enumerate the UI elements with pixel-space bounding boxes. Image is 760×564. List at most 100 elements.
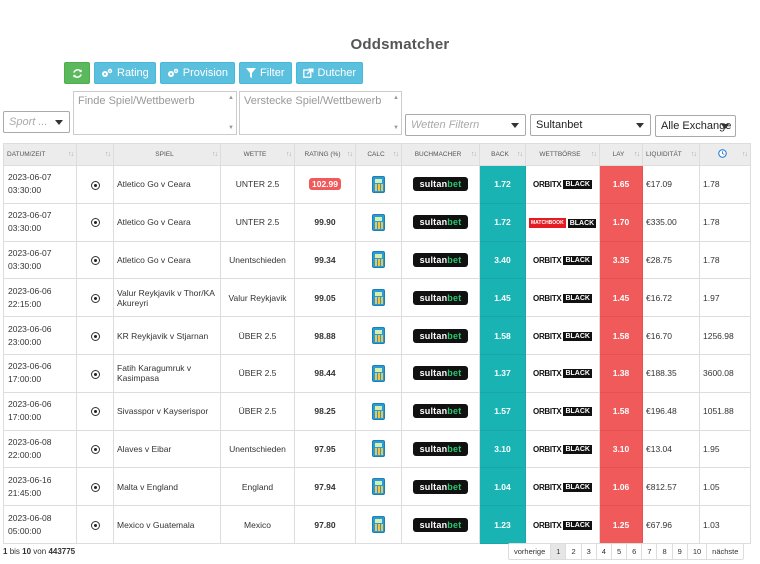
sort-icon[interactable]: ↑↓ — [517, 151, 523, 158]
calculator-icon[interactable] — [372, 478, 385, 496]
back-odds-cell[interactable]: 1.37 — [479, 353, 526, 393]
lay-odds-cell[interactable]: 1.45 — [599, 278, 643, 318]
bets-filter-select[interactable]: Wetten Filtern — [405, 114, 526, 136]
exchange-select[interactable]: Alle Exchange — [655, 115, 736, 137]
sultanbet-logo: sultanbet — [412, 441, 469, 456]
sort-icon[interactable]: ↑↓ — [591, 151, 597, 158]
back-odds-cell[interactable]: 3.10 — [479, 429, 526, 469]
calculator-icon[interactable] — [372, 327, 385, 345]
prev-page-button[interactable]: vorherige — [509, 544, 552, 559]
lay-odds-cell[interactable]: 1.65 — [599, 165, 643, 204]
col-rating-header[interactable]: RATING (%) ↑↓ — [294, 143, 356, 166]
page-button-2[interactable]: 2 — [566, 544, 582, 559]
back-odds-cell[interactable]: 3.40 — [479, 240, 526, 280]
lay-odds-cell[interactable]: 1.58 — [599, 391, 643, 431]
find-match-input[interactable]: Finde Spiel/Wettbewerb ▲ ▼ — [73, 91, 237, 135]
back-odds-cell[interactable]: 1.04 — [479, 467, 526, 507]
table-row[interactable]: 2023-06-07 03:30:00 Atletico Go v Ceara UNT… — [3, 165, 751, 204]
col-bet-header[interactable]: WETTE ↑↓ — [220, 143, 295, 166]
sort-icon[interactable]: ↑↓ — [471, 151, 477, 158]
bet-cell: Unentschieden — [220, 429, 295, 469]
page-button-1[interactable]: 1 — [551, 544, 567, 559]
col-sport-header[interactable]: ↑↓ — [76, 143, 114, 166]
scroll-down-icon[interactable]: ▼ — [228, 125, 234, 131]
lay-odds-cell[interactable]: 1.06 — [599, 467, 643, 507]
logo-part: sultan — [419, 368, 448, 379]
back-odds-cell[interactable]: 1.23 — [479, 505, 526, 544]
lay-odds-cell[interactable]: 3.10 — [599, 429, 643, 469]
col-calc-header[interactable]: CALC ↑↓ — [355, 143, 402, 166]
sort-icon[interactable]: ↑↓ — [634, 151, 640, 158]
col-bookmaker-header[interactable]: BUCHMACHER ↑↓ — [401, 143, 480, 166]
hide-match-input[interactable]: Verstecke Spiel/Wettbewerb ▲ ▼ — [239, 91, 402, 135]
provision-button[interactable]: Provision — [159, 62, 236, 84]
page-button-6[interactable]: 6 — [627, 544, 643, 559]
sultanbet-logo: sultanbet — [412, 517, 469, 532]
col-back-header[interactable]: BACK ↑↓ — [479, 143, 526, 166]
table-row[interactable]: 2023-06-06 23:00:00 KR Reykjavik v Stjarna… — [3, 316, 751, 355]
page-button-9[interactable]: 9 — [673, 544, 688, 559]
sort-icon[interactable]: ↑↓ — [742, 151, 748, 158]
col-liquidity-header[interactable]: LIQUIDITÄT ↑↓ — [642, 143, 700, 166]
sort-icon[interactable]: ↑↓ — [105, 151, 111, 158]
table-row[interactable]: 2023-06-07 03:30:00 Atletico Go v Ceara Une… — [3, 240, 751, 280]
logo-part-accent: bet — [447, 368, 462, 379]
calculator-icon[interactable] — [372, 213, 385, 231]
calculator-icon[interactable] — [372, 251, 385, 269]
lay-odds-cell[interactable]: 1.58 — [599, 316, 643, 355]
lay-odds-cell[interactable]: 3.35 — [599, 240, 643, 280]
scroll-up-icon[interactable]: ▲ — [228, 95, 234, 101]
calculator-icon[interactable] — [372, 175, 385, 193]
scroll-down-icon[interactable]: ▼ — [393, 125, 399, 131]
table-row[interactable]: 2023-06-08 05:00:00 Mexico v Guatemala Mexi… — [3, 505, 751, 544]
rating-button[interactable]: Rating — [94, 62, 156, 84]
back-odds-cell[interactable]: 1.58 — [479, 316, 526, 355]
sort-icon[interactable]: ↑↓ — [286, 151, 292, 158]
lay-odds-cell[interactable]: 1.38 — [599, 353, 643, 393]
calculator-icon[interactable] — [372, 516, 385, 534]
orbit-logo: ORBITX — [533, 482, 562, 492]
table-row[interactable]: 2023-06-06 17:00:00 Fatih Karagumruk v Kas… — [3, 353, 751, 393]
page-button-4[interactable]: 4 — [597, 544, 612, 559]
lay-odds-cell[interactable]: 1.25 — [599, 505, 643, 544]
calculator-screen — [375, 443, 382, 448]
bookmaker-select[interactable]: Sultanbet — [530, 114, 651, 136]
lay-odds-cell[interactable]: 1.70 — [599, 202, 643, 242]
back-odds-cell[interactable]: 1.57 — [479, 391, 526, 431]
col-match-header[interactable]: SPIEL ↑↓ — [113, 143, 221, 166]
back-odds-cell[interactable]: 1.72 — [479, 165, 526, 204]
calculator-icon[interactable] — [372, 364, 385, 382]
next-page-button[interactable]: nächste — [712, 547, 739, 556]
col-clock-header[interactable]: ↑↓ — [699, 143, 751, 166]
scroll-up-icon[interactable]: ▲ — [393, 95, 399, 101]
page-button-10[interactable]: 10 — [688, 544, 708, 559]
page-button-8[interactable]: 8 — [657, 544, 673, 559]
table-row[interactable]: 2023-06-06 17:00:00 Sivasspor v Kayserispo… — [3, 391, 751, 431]
dutcher-button[interactable]: Dutcher — [295, 62, 364, 84]
table-row[interactable]: 2023-06-06 22:15:00 Valur Reykjavik v Thor… — [3, 278, 751, 318]
col-back-label: BACK — [491, 151, 509, 158]
sort-icon[interactable]: ↑↓ — [691, 151, 697, 158]
col-lay-header[interactable]: LAY ↑↓ — [599, 143, 643, 166]
sport-select[interactable]: Sport ... — [3, 111, 70, 133]
calculator-icon[interactable] — [372, 289, 385, 307]
back-odds-cell[interactable]: 1.45 — [479, 278, 526, 318]
sort-icon[interactable]: ↑↓ — [393, 151, 399, 158]
col-date-header[interactable]: DATUM/ZEIT ↑↓ — [3, 143, 77, 166]
back-odds-cell[interactable]: 1.72 — [479, 202, 526, 242]
table-row[interactable]: 2023-06-07 03:30:00 Atletico Go v Ceara UNT… — [3, 202, 751, 242]
page-button-5[interactable]: 5 — [612, 544, 628, 559]
orbit-logo: ORBITX — [533, 293, 562, 303]
refresh-button[interactable] — [64, 62, 90, 84]
table-row[interactable]: 2023-06-16 21:45:00 Malta v England England… — [3, 467, 751, 507]
filter-button[interactable]: Filter — [239, 62, 292, 84]
calculator-icon[interactable] — [372, 440, 385, 458]
sort-icon[interactable]: ↑↓ — [212, 151, 218, 158]
sort-icon[interactable]: ↑↓ — [347, 151, 353, 158]
col-exchange-header[interactable]: WETTBÖRSE ↑↓ — [525, 143, 600, 166]
sort-icon[interactable]: ↑↓ — [68, 151, 74, 158]
page-button-3[interactable]: 3 — [582, 544, 597, 559]
page-button-7[interactable]: 7 — [642, 544, 658, 559]
table-row[interactable]: 2023-06-08 22:00:00 Alaves v Eibar Unentsch… — [3, 429, 751, 469]
calculator-icon[interactable] — [372, 402, 385, 420]
